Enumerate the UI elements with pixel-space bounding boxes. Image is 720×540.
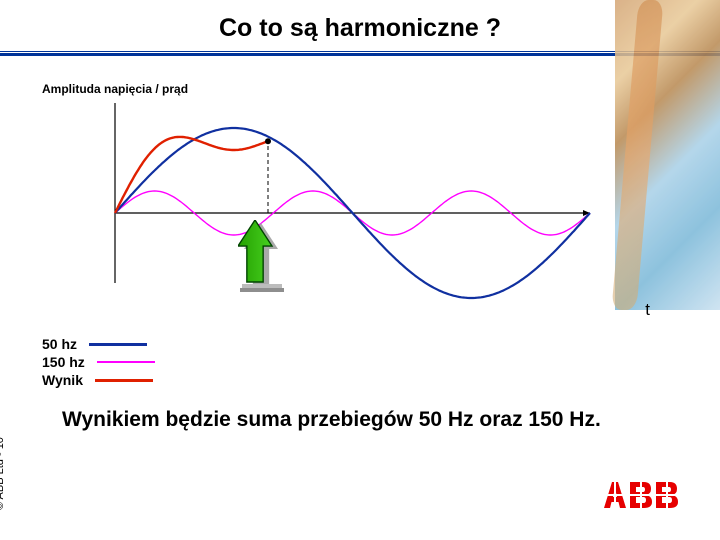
summary-text: Wynikiem będzie suma przebiegów 50 Hz or… bbox=[62, 408, 601, 432]
legend-row-wynik: Wynik bbox=[42, 371, 155, 389]
decorative-side-graphic bbox=[615, 0, 720, 310]
legend-label: 150 hz bbox=[42, 354, 85, 370]
legend-label: 50 hz bbox=[42, 336, 77, 352]
harmonics-chart bbox=[95, 98, 595, 308]
x-axis-label: t bbox=[645, 300, 650, 320]
chart-svg bbox=[95, 98, 595, 308]
title-area: Co to są harmoniczne ? bbox=[0, 0, 720, 43]
legend-label: Wynik bbox=[42, 372, 83, 388]
legend-row-50hz: 50 hz bbox=[42, 335, 155, 353]
legend-swatch-50hz bbox=[89, 343, 147, 346]
page-title: Co to są harmoniczne ? bbox=[0, 14, 720, 43]
legend: 50 hz 150 hz Wynik bbox=[42, 335, 155, 389]
divider-thin bbox=[0, 51, 720, 52]
legend-swatch-wynik bbox=[95, 379, 153, 382]
legend-row-150hz: 150 hz bbox=[42, 353, 155, 371]
divider-thick bbox=[0, 53, 720, 56]
abb-logo bbox=[600, 478, 684, 512]
arrow-indicator bbox=[238, 220, 298, 305]
logo-svg bbox=[600, 478, 684, 512]
y-axis-label: Amplituda napięcia / prąd bbox=[42, 82, 188, 96]
copyright-text: © ABB Ltd - 10 bbox=[0, 437, 6, 510]
arrow-svg bbox=[238, 220, 298, 300]
legend-swatch-150hz bbox=[97, 361, 155, 363]
